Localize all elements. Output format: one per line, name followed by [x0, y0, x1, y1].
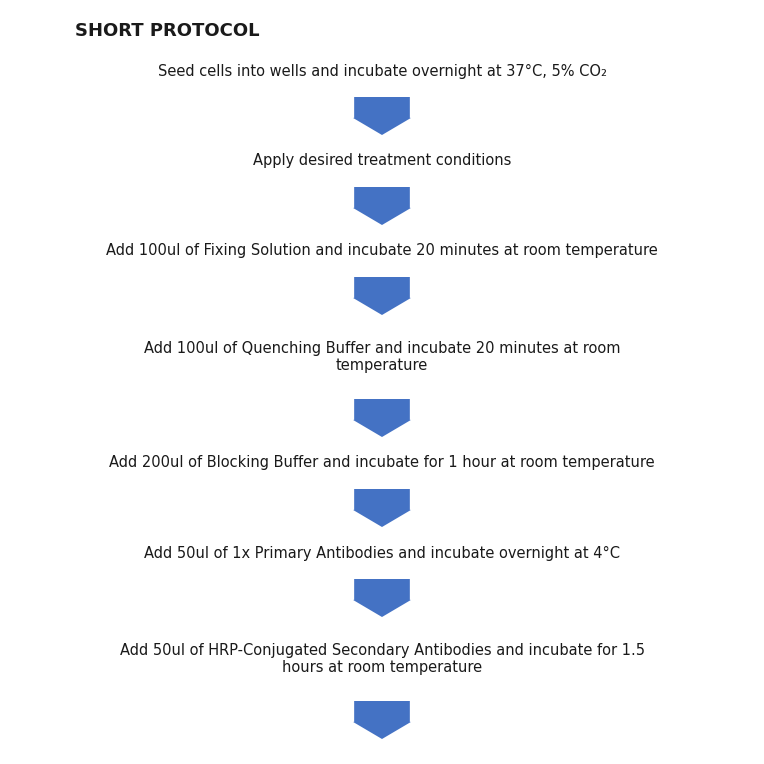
Text: Add 100ul of Quenching Buffer and incubate 20 minutes at room
temperature: Add 100ul of Quenching Buffer and incuba…	[144, 341, 620, 373]
Text: Add 50ul of HRP-Conjugated Secondary Antibodies and incubate for 1.5
hours at ro: Add 50ul of HRP-Conjugated Secondary Ant…	[119, 643, 645, 675]
Polygon shape	[353, 277, 411, 315]
Text: Add 50ul of 1x Primary Antibodies and incubate overnight at 4°C: Add 50ul of 1x Primary Antibodies and in…	[144, 545, 620, 561]
Polygon shape	[353, 97, 411, 135]
Text: Seed cells into wells and incubate overnight at 37°C, 5% CO₂: Seed cells into wells and incubate overn…	[157, 63, 607, 79]
Text: Add 200ul of Blocking Buffer and incubate for 1 hour at room temperature: Add 200ul of Blocking Buffer and incubat…	[109, 455, 655, 471]
Polygon shape	[353, 187, 411, 225]
Polygon shape	[353, 489, 411, 527]
Polygon shape	[353, 399, 411, 437]
Polygon shape	[353, 579, 411, 617]
Polygon shape	[353, 701, 411, 739]
Text: SHORT PROTOCOL: SHORT PROTOCOL	[75, 22, 260, 40]
Text: Add 100ul of Fixing Solution and incubate 20 minutes at room temperature: Add 100ul of Fixing Solution and incubat…	[106, 244, 658, 258]
Text: Apply desired treatment conditions: Apply desired treatment conditions	[253, 154, 511, 169]
